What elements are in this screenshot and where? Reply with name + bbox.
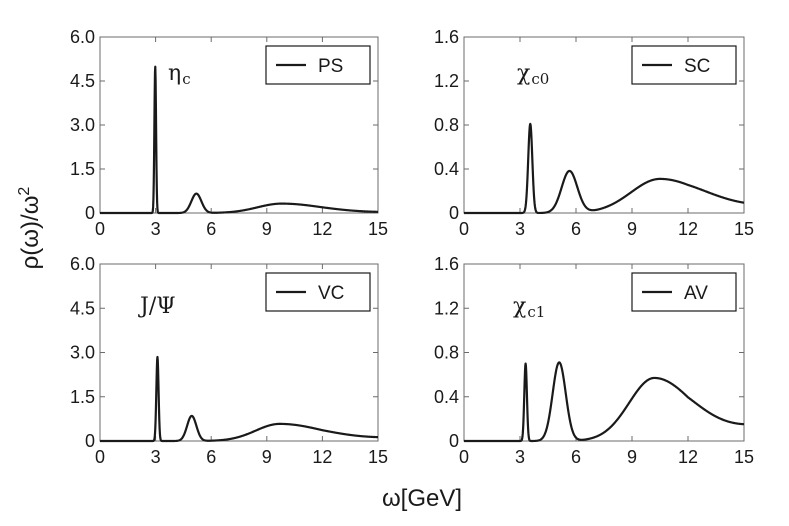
x-tick-label: 15 (368, 219, 388, 239)
x-tick-label: 12 (312, 219, 332, 239)
legend: PS (265, 45, 371, 85)
y-tick-label: 1.6 (434, 27, 459, 47)
particle-label: ηc (168, 61, 191, 88)
series-line-av (463, 361, 745, 443)
panel-ps: 0 3 6 9 12 15 0 1.5 3.0 4.5 6.0 PS ηc (70, 27, 388, 239)
x-axis-label: ω[GeV] (382, 485, 462, 512)
particle-symbol: χ (517, 61, 530, 86)
y-tick-label: 0 (85, 431, 95, 451)
x-tick-label: 15 (368, 447, 388, 467)
legend-label: SC (684, 56, 710, 77)
particle-subscript: c0 (531, 70, 549, 88)
y-tick-label: 1.5 (70, 159, 95, 179)
x-tick-label: 6 (571, 447, 581, 467)
y-tick-label: 4.5 (70, 298, 95, 318)
x-tick-label: 12 (678, 219, 698, 239)
particle-label: J/Ψ (138, 294, 176, 319)
x-tick-label: 3 (151, 447, 161, 467)
legend-label: VC (318, 283, 344, 304)
legend-label: AV (684, 283, 708, 304)
y-tick-label: 0.8 (434, 343, 459, 363)
panel-av: 0 3 6 9 12 15 0 0.4 0.8 1.2 1.6 AV χc1 (434, 254, 754, 467)
x-tick-label: 15 (734, 447, 754, 467)
x-tick-label: 3 (151, 219, 161, 239)
legend-label: PS (318, 56, 343, 77)
y-tick-label: 4.5 (70, 71, 95, 91)
particle-symbol: η (168, 61, 181, 86)
x-tick-label: 6 (571, 219, 581, 239)
particle-symbol: χ (513, 294, 526, 319)
y-tick-label: 1.2 (434, 298, 459, 318)
x-tick-label: 0 (95, 447, 105, 467)
series-line-sc (463, 122, 745, 215)
series-line-ps (99, 65, 379, 215)
y-tick-label: 6.0 (70, 254, 95, 274)
y-axis-label-main: ρ(ω)/ω (17, 196, 44, 270)
series-line-vc (99, 355, 379, 443)
particle-subscript: c1 (527, 303, 545, 321)
x-tick-label: 15 (734, 219, 754, 239)
x-tick-label: 12 (312, 447, 332, 467)
x-tick-label: 0 (459, 447, 469, 467)
particle-label: χc1 (513, 294, 545, 321)
x-tick-label: 0 (95, 219, 105, 239)
particle-symbol: J/Ψ (138, 294, 176, 319)
x-tick-label: 6 (206, 219, 216, 239)
y-tick-label: 6.0 (70, 27, 95, 47)
panel-sc: 0 3 6 9 12 15 0 0.4 0.8 1.2 1.6 SC χc0 (434, 27, 754, 239)
x-tick-label: 9 (627, 447, 637, 467)
svg-text:ρ(ω)/ω2: ρ(ω)/ω2 (16, 187, 44, 270)
panel-vc: 0 3 6 9 12 15 0 1.5 3.0 4.5 6.0 VC J/Ψ (70, 254, 388, 467)
y-tick-label: 0 (85, 203, 95, 223)
y-tick-label: 0.8 (434, 115, 459, 135)
x-tick-label: 6 (206, 447, 216, 467)
x-tick-label: 3 (515, 447, 525, 467)
y-tick-label: 0.4 (434, 387, 459, 407)
x-tick-label: 9 (262, 447, 272, 467)
y-tick-label: 0 (449, 431, 459, 451)
x-tick-label: 9 (262, 219, 272, 239)
y-tick-label: 3.0 (70, 115, 95, 135)
y-tick-label: 0 (449, 203, 459, 223)
y-axis-label: ρ(ω)/ω2 (16, 187, 44, 270)
x-tick-label: 3 (515, 219, 525, 239)
y-tick-label: 0.4 (434, 159, 459, 179)
x-tick-label: 12 (678, 447, 698, 467)
legend: VC (265, 272, 371, 312)
y-tick-label: 1.2 (434, 71, 459, 91)
y-tick-label: 3.0 (70, 343, 95, 363)
x-tick-label: 0 (459, 219, 469, 239)
particle-subscript: c (182, 70, 190, 88)
x-tick-label: 9 (627, 219, 637, 239)
legend: SC (631, 45, 737, 85)
particle-label: χc0 (517, 61, 549, 88)
legend: AV (631, 272, 737, 312)
y-tick-label: 1.6 (434, 254, 459, 274)
y-axis-label-sup: 2 (16, 187, 33, 196)
y-tick-label: 1.5 (70, 387, 95, 407)
